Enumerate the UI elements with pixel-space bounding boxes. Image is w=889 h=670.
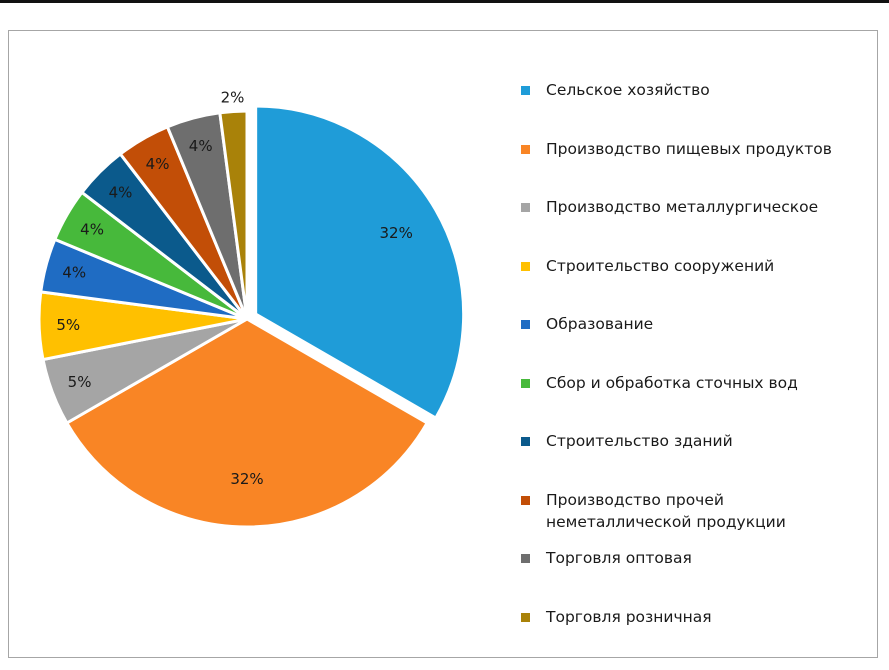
- slice-data-label: 4%: [109, 184, 133, 202]
- legend-label: Производство металлургическое: [546, 198, 819, 216]
- pie-chart: 32% 32% 5% 5% 4% 4% 4% 4% 4% 2%: [37, 88, 466, 529]
- legend-label: Строительство сооружений: [546, 256, 775, 275]
- legend-swatch: [521, 203, 530, 212]
- slice-data-label: 2%: [221, 88, 245, 106]
- slice-data-label: 32%: [379, 224, 412, 242]
- slice-data-label: 4%: [80, 221, 104, 239]
- legend-swatch: [521, 261, 530, 271]
- legend-swatch: [521, 495, 530, 505]
- legend-swatch: [521, 437, 530, 446]
- legend-label: Производство пищевых продуктов: [546, 139, 832, 158]
- chart-frame: 32% 32% 5% 5% 4% 4% 4% 4% 4% 2% Сельское хозяйств…: [8, 30, 878, 658]
- legend-label: Строительство зданий: [546, 432, 733, 450]
- legend-label: Торговля розничная: [546, 607, 712, 626]
- legend-swatch: [521, 612, 530, 622]
- slice-data-label: 4%: [189, 137, 213, 155]
- pie-slice: [218, 109, 249, 321]
- slice-data-label: 5%: [68, 373, 92, 391]
- legend-swatch: [521, 144, 530, 154]
- legend-swatch: [521, 378, 530, 388]
- legend-label: Торговля оптовая: [546, 549, 692, 567]
- slice-data-label: 4%: [146, 155, 170, 173]
- legend-swatch: [521, 86, 530, 95]
- slice-data-label: 5%: [56, 316, 80, 334]
- legend-swatch: [521, 320, 530, 329]
- legend-swatch: [521, 554, 530, 563]
- slice-data-label: 4%: [62, 264, 86, 282]
- pie-slice: [254, 104, 466, 420]
- pie-slice: [65, 317, 429, 529]
- legend-label: Образование: [546, 315, 654, 333]
- slice-data-label: 32%: [230, 470, 263, 488]
- top-rule: [0, 0, 889, 3]
- legend-label: Сбор и обработка сточных вод: [546, 373, 798, 392]
- legend-label: Производство прочей неметаллической прод…: [546, 490, 786, 531]
- legend-label: Сельское хозяйство: [546, 81, 710, 99]
